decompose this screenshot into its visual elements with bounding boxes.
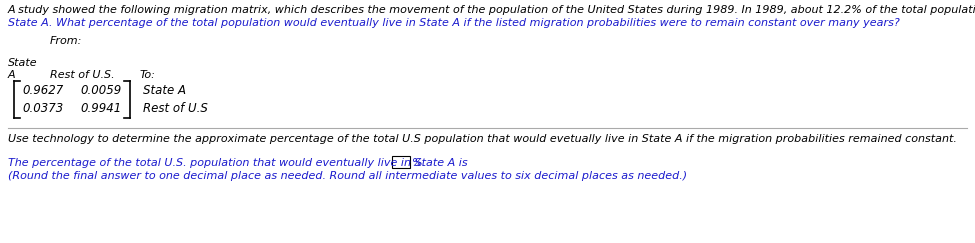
Text: State A: State A (143, 84, 186, 97)
Text: Rest of U.S.: Rest of U.S. (50, 70, 115, 80)
Text: From:: From: (50, 36, 82, 46)
Text: State: State (8, 58, 38, 68)
Text: A study showed the following migration matrix, which describes the movement of t: A study showed the following migration m… (8, 5, 975, 15)
Text: Rest of U.S: Rest of U.S (143, 102, 208, 115)
Text: (Round the final answer to one decimal place as needed. Round all intermediate v: (Round the final answer to one decimal p… (8, 171, 687, 181)
Text: 0.9941: 0.9941 (80, 102, 121, 115)
Text: Use technology to determine the approximate percentage of the total U.S populati: Use technology to determine the approxim… (8, 134, 956, 144)
Text: %.: %. (412, 158, 426, 168)
Text: 0.0059: 0.0059 (80, 84, 121, 97)
Text: To:: To: (140, 70, 156, 80)
Text: 0.9627: 0.9627 (22, 84, 63, 97)
Bar (392, 156, 410, 168)
Text: State A. What percentage of the total population would eventually live in State : State A. What percentage of the total po… (8, 18, 900, 28)
Text: A: A (8, 70, 16, 80)
Text: The percentage of the total U.S. population that would eventually live in State : The percentage of the total U.S. populat… (8, 158, 471, 168)
Text: 0.0373: 0.0373 (22, 102, 63, 115)
